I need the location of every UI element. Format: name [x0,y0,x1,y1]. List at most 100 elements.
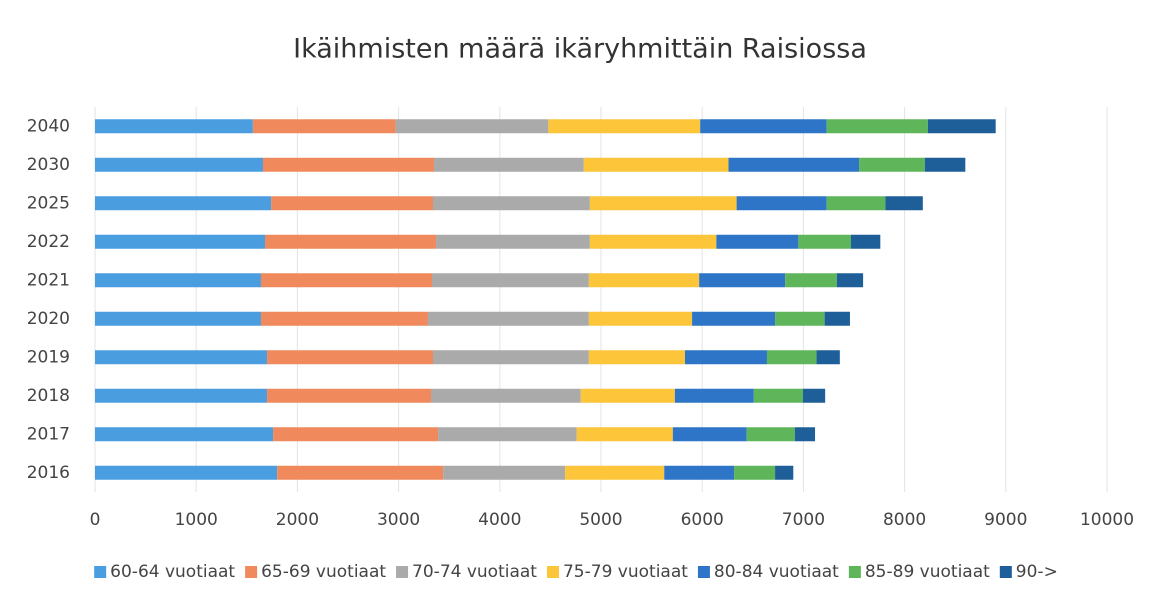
bar-segment [265,234,437,249]
bar-segment [438,427,577,442]
bar-segment [589,234,717,249]
y-tick-label: 2016 [27,463,70,483]
bar-segment [826,196,886,211]
legend-label: 85-89 vuotiaat [865,562,990,582]
bar-segment [583,157,729,172]
legend-swatch [396,566,409,578]
bar-segment [565,465,665,480]
bar-segment [267,388,431,403]
bar-segment [588,311,693,326]
bar-segment [775,465,794,480]
y-tick-label: 2019 [27,347,70,367]
bar-segment [824,311,850,326]
bar-segment [277,465,444,480]
bar-segment [700,119,827,134]
bar-segment [95,273,261,288]
y-tick-label: 2022 [27,232,70,252]
bar-segment [430,388,581,403]
x-tick-label: 6000 [681,510,724,530]
y-tick-label: 2030 [27,155,70,175]
legend-swatch [697,566,710,578]
bar-segment [836,273,864,288]
bar-segment [684,350,767,365]
bar-segment [753,388,803,403]
bar-segment [734,465,776,480]
bar-segment [785,273,837,288]
x-tick-label: 2000 [276,510,319,530]
legend-swatch [546,566,559,578]
x-tick-label: 10000 [1080,510,1134,530]
bar-segment [95,119,253,134]
bar-segment [692,311,776,326]
bar-segment [736,196,827,211]
x-tick-label: 4000 [478,510,521,530]
x-tick-label: 0 [90,510,101,530]
legend-item: 90-> [999,562,1058,582]
bar-segment [775,311,825,326]
bar-segment [395,119,549,134]
bar-segment [95,465,278,480]
x-tick-label: 1000 [175,510,218,530]
legend-swatch [245,566,258,578]
bar-segment [859,157,925,172]
bar-segment [260,311,428,326]
bar-segment [95,157,263,172]
bar-segment [728,157,860,172]
y-tick-label: 2021 [27,270,70,290]
bar-segment [95,388,268,403]
legend-label: 65-69 vuotiaat [261,562,386,582]
bar-segment [95,427,274,442]
y-tick-label: 2025 [27,193,70,213]
bar-segment [95,234,266,249]
bar-segment [576,427,673,442]
bar-segment [589,196,737,211]
legend-label: 60-64 vuotiaat [110,562,235,582]
bar-segment [816,350,840,365]
bar-segment [674,388,754,403]
bar-segment [588,273,700,288]
legend-label: 90-> [1016,562,1058,582]
bar-segment [885,196,923,211]
legend-item: 80-84 vuotiaat [697,562,839,582]
bar-segment [431,273,589,288]
x-tick-label: 9000 [984,510,1027,530]
bar-segment [95,311,261,326]
y-tick-label: 2020 [27,309,70,329]
y-tick-label: 2040 [27,116,70,136]
bar-segment [664,465,735,480]
legend-label: 75-79 vuotiaat [563,562,688,582]
bar-segment [798,234,851,249]
bar-segment [802,388,826,403]
bar-segment [434,157,584,172]
legend-item: 75-79 vuotiaat [546,562,688,582]
bar-segment [924,157,966,172]
bar-segment [260,273,432,288]
x-tick-label: 5000 [579,510,622,530]
bar-segment [548,119,701,134]
x-tick-label: 7000 [782,510,825,530]
bar-segment [588,350,685,365]
legend-item: 70-74 vuotiaat [396,562,537,582]
x-tick-label: 8000 [883,510,926,530]
legend-swatch [999,566,1012,578]
y-tick-label: 2018 [27,386,70,406]
bar-segment [427,311,589,326]
bar-segment [95,350,268,365]
legend-swatch [94,566,107,578]
bar-segment [271,196,434,211]
bar-segment [927,119,996,134]
bar-segment [672,427,747,442]
bar-segment [433,196,590,211]
x-tick-label: 3000 [377,510,420,530]
bar-segment [95,196,272,211]
bar-segment [766,350,817,365]
bar-segment [746,427,795,442]
legend-item: 65-69 vuotiaat [245,562,386,582]
bar-segment [699,273,786,288]
legend-swatch [848,566,861,578]
y-tick-label: 2017 [27,424,70,444]
bar-segment [262,157,435,172]
bar-segment [716,234,799,249]
bar-segment [826,119,928,134]
